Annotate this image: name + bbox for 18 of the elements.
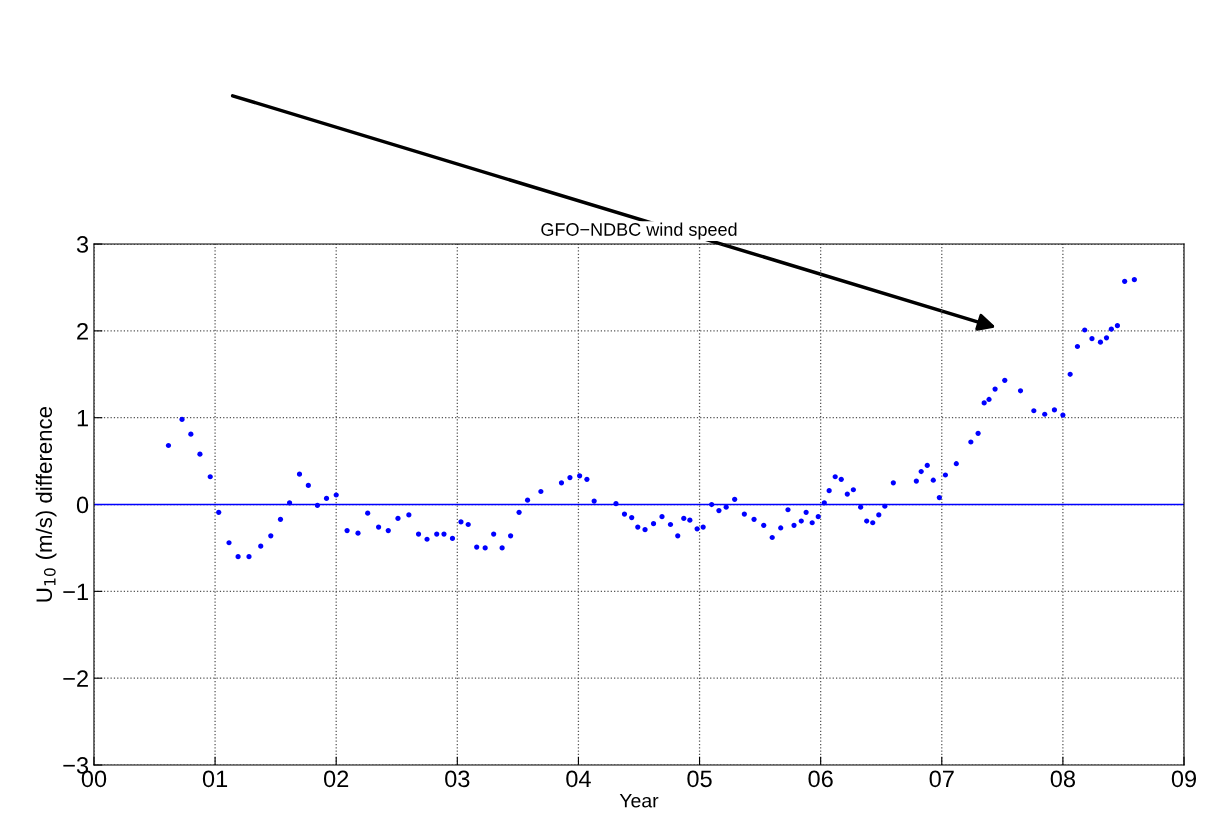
y-tick-label: 1 [77, 410, 88, 427]
x-tick-label: 02 [323, 770, 349, 788]
chart-title: GFO−NDBC wind speed [541, 222, 737, 240]
x-tick-label: 01 [202, 770, 228, 788]
y-tick-label: 3 [76, 236, 89, 253]
x-tick-label: 05 [687, 770, 712, 788]
x-tick-label: 08 [1050, 770, 1075, 788]
y-tick-label: 2 [77, 322, 88, 340]
y-tick-label: −2 [63, 670, 88, 687]
x-tick-label: 09 [1171, 770, 1197, 788]
x-tick-label: 04 [566, 770, 591, 788]
y-tick-label: 0 [76, 496, 89, 514]
y-tick-label: −1 [63, 583, 88, 600]
x-axis-title: Year [619, 794, 659, 808]
x-tick-label: 03 [445, 770, 470, 788]
y-axis-title: U$_{10}$ (m/s) difference [35, 406, 57, 602]
x-tick-label: 07 [929, 770, 954, 788]
x-tick-label: 06 [808, 770, 833, 788]
